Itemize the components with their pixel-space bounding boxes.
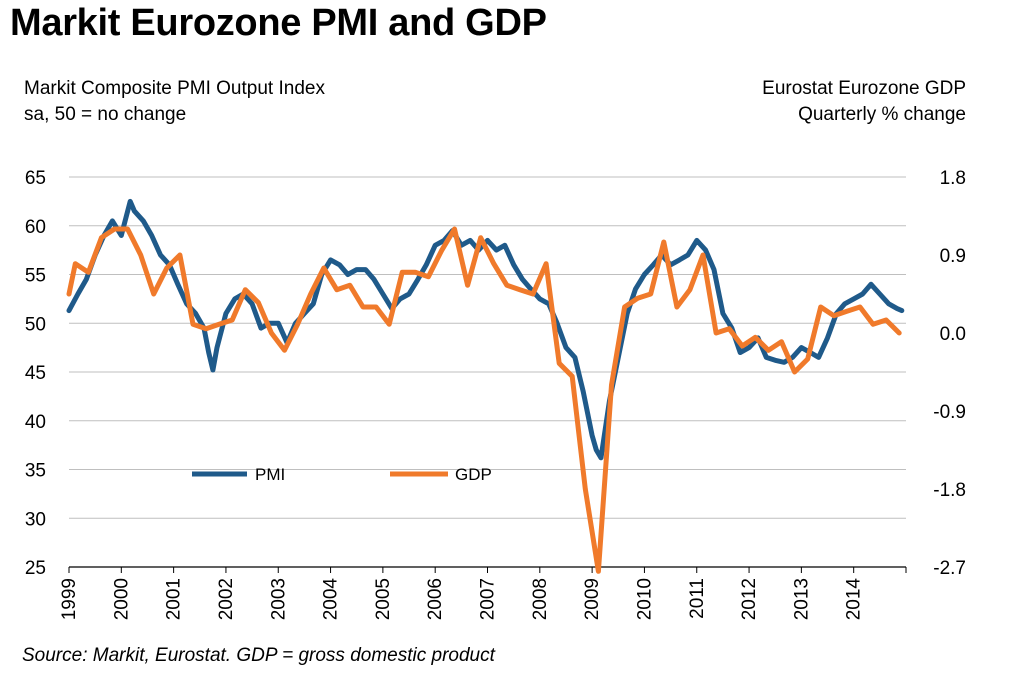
y-right-tick-label: -1.8 (933, 480, 966, 501)
x-tick-label: 2011 (687, 578, 708, 619)
x-tick-label: 2010 (634, 578, 655, 620)
x-tick-label: 2008 (530, 578, 551, 620)
x-tick-label: 2003 (268, 578, 289, 620)
y-left-tick-label: 65 (25, 168, 46, 189)
data-series (66, 198, 905, 574)
y-right-tick-label: 0.9 (940, 246, 966, 267)
series-line-pmi (66, 198, 905, 461)
left-axis-title-line1: Markit Composite PMI Output Index (24, 78, 325, 99)
y-right-tick-label: -2.7 (933, 558, 966, 579)
y-right-tick-label: -0.9 (933, 402, 966, 423)
x-tick-label: 2006 (425, 578, 446, 620)
x-tick-label: 2007 (478, 578, 499, 620)
gridlines (69, 176, 906, 519)
series-line-gdp (66, 226, 902, 574)
right-axis-title: Eurostat Eurozone GDP Quarterly % change (762, 76, 966, 128)
y-left-tick-label: 25 (25, 558, 46, 579)
y-left-tick-label: 55 (25, 266, 46, 287)
right-axis-title-line2: Quarterly % change (798, 104, 966, 125)
y-left-tick-label: 45 (25, 363, 46, 384)
x-tick-label: 1999 (59, 578, 80, 620)
x-tick-label: 2005 (373, 578, 394, 620)
chart-title: Markit Eurozone PMI and GDP (10, 2, 547, 44)
legend: PMI GDP (192, 465, 492, 484)
legend-label-gdp: GDP (455, 465, 492, 484)
x-tick-label: 2001 (164, 578, 185, 620)
y-right-tick-label: 0.0 (940, 324, 966, 345)
y-left-tick-label: 50 (25, 314, 46, 335)
x-tick-label: 2013 (791, 578, 812, 620)
y-left-tick-label: 30 (25, 509, 46, 530)
x-tick-label: 2000 (111, 578, 132, 620)
x-tick-label: 2009 (582, 578, 603, 620)
y-left-tick-label: 35 (25, 461, 46, 482)
y-left-tick-label: 60 (25, 217, 46, 238)
axes: 25 30 35 40 45 50 55 60 65 -2.7 -1.8 -0.9 0.0 0.9 1.8 1… (25, 168, 966, 620)
right-axis-title-line1: Eurostat Eurozone GDP (762, 78, 966, 99)
x-tick-label: 2014 (844, 578, 865, 621)
x-tick-label: 2004 (321, 578, 342, 621)
source-note: Source: Markit, Eurostat. GDP = gross do… (22, 645, 495, 666)
y-right-tick-label: 1.8 (940, 168, 966, 189)
legend-label-pmi: PMI (255, 465, 285, 484)
y-left-tick-label: 40 (25, 412, 46, 433)
x-tick-label: 2012 (739, 578, 760, 620)
pmi-gdp-line-chart: 25 30 35 40 45 50 55 60 65 -2.7 -1.8 -0.9 0.0 0.9 1.8 1… (25, 168, 966, 620)
left-axis-title: Markit Composite PMI Output Index sa, 50… (24, 76, 325, 128)
left-axis-title-line2: sa, 50 = no change (24, 104, 187, 125)
x-tick-label: 2002 (216, 578, 237, 620)
